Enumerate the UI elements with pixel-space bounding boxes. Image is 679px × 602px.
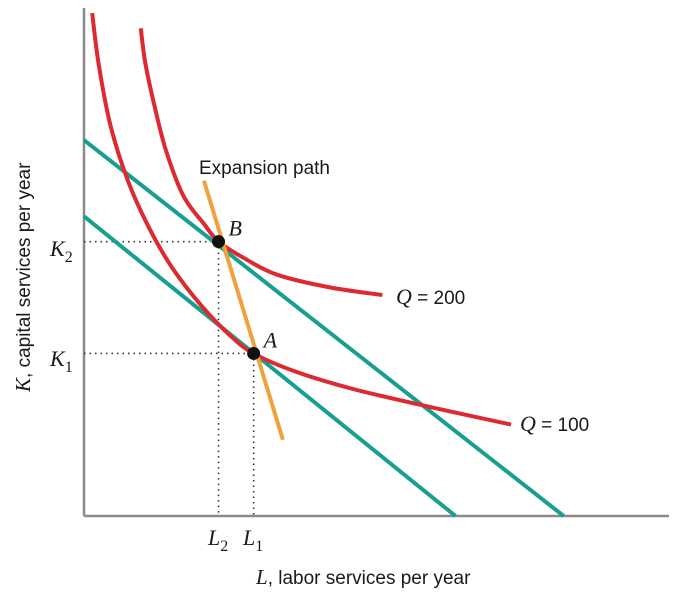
- isocost-line-2: [82, 138, 565, 518]
- point-label-A: A: [262, 327, 278, 352]
- point-B: [212, 235, 226, 249]
- isoquant-200-label: Q = 200: [396, 284, 465, 309]
- isoquant-100-label: Q = 100: [520, 411, 589, 436]
- x-tick-l1: L1: [242, 525, 263, 555]
- x-tick-l2: L2: [207, 525, 228, 555]
- expansion-path-label: Expansion path: [199, 158, 330, 179]
- expansion-path-line-4: [202, 180, 285, 441]
- y-tick-k1: K1: [49, 346, 73, 376]
- series-layer: [82, 12, 565, 518]
- x-axis-label: L, labor services per year: [255, 565, 471, 589]
- isocost-line-3: [82, 214, 457, 518]
- y-axis-label: K, capital services per year: [11, 162, 35, 393]
- point-label-B: B: [229, 216, 242, 241]
- isoquant-line-1: [90, 12, 512, 427]
- y-tick-k2: K2: [49, 236, 73, 266]
- guide-lines: [84, 240, 255, 516]
- point-A: [247, 346, 261, 360]
- isoquant-line-0: [138, 28, 383, 297]
- points-layer: BA: [212, 216, 278, 360]
